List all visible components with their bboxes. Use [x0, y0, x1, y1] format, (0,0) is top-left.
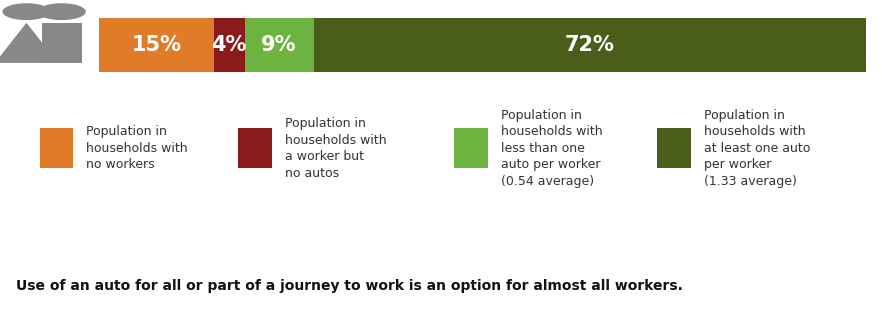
Text: Population in
households with
no workers: Population in households with no workers — [86, 125, 188, 171]
Text: 15%: 15% — [131, 35, 182, 55]
Bar — [454, 128, 488, 168]
Text: 72%: 72% — [565, 35, 615, 55]
Text: 9%: 9% — [261, 35, 297, 55]
Bar — [99, 18, 213, 72]
Bar — [213, 18, 244, 72]
Circle shape — [3, 3, 50, 20]
Circle shape — [38, 3, 86, 20]
Bar — [238, 128, 272, 168]
Bar — [314, 18, 866, 72]
Bar — [41, 23, 82, 63]
Polygon shape — [0, 23, 58, 63]
Bar — [40, 128, 73, 168]
Text: Use of an auto for all or part of a journey to work is an option for almost all : Use of an auto for all or part of a jour… — [16, 279, 683, 293]
Text: Population in
households with
less than one
auto per worker
(0.54 average): Population in households with less than … — [501, 109, 602, 188]
Bar — [244, 18, 314, 72]
Bar — [657, 128, 691, 168]
Text: Population in
households with
a worker but
no autos: Population in households with a worker b… — [285, 117, 386, 180]
Text: Population in
households with
at least one auto
per worker
(1.33 average): Population in households with at least o… — [704, 109, 811, 188]
Text: 4%: 4% — [212, 35, 247, 55]
